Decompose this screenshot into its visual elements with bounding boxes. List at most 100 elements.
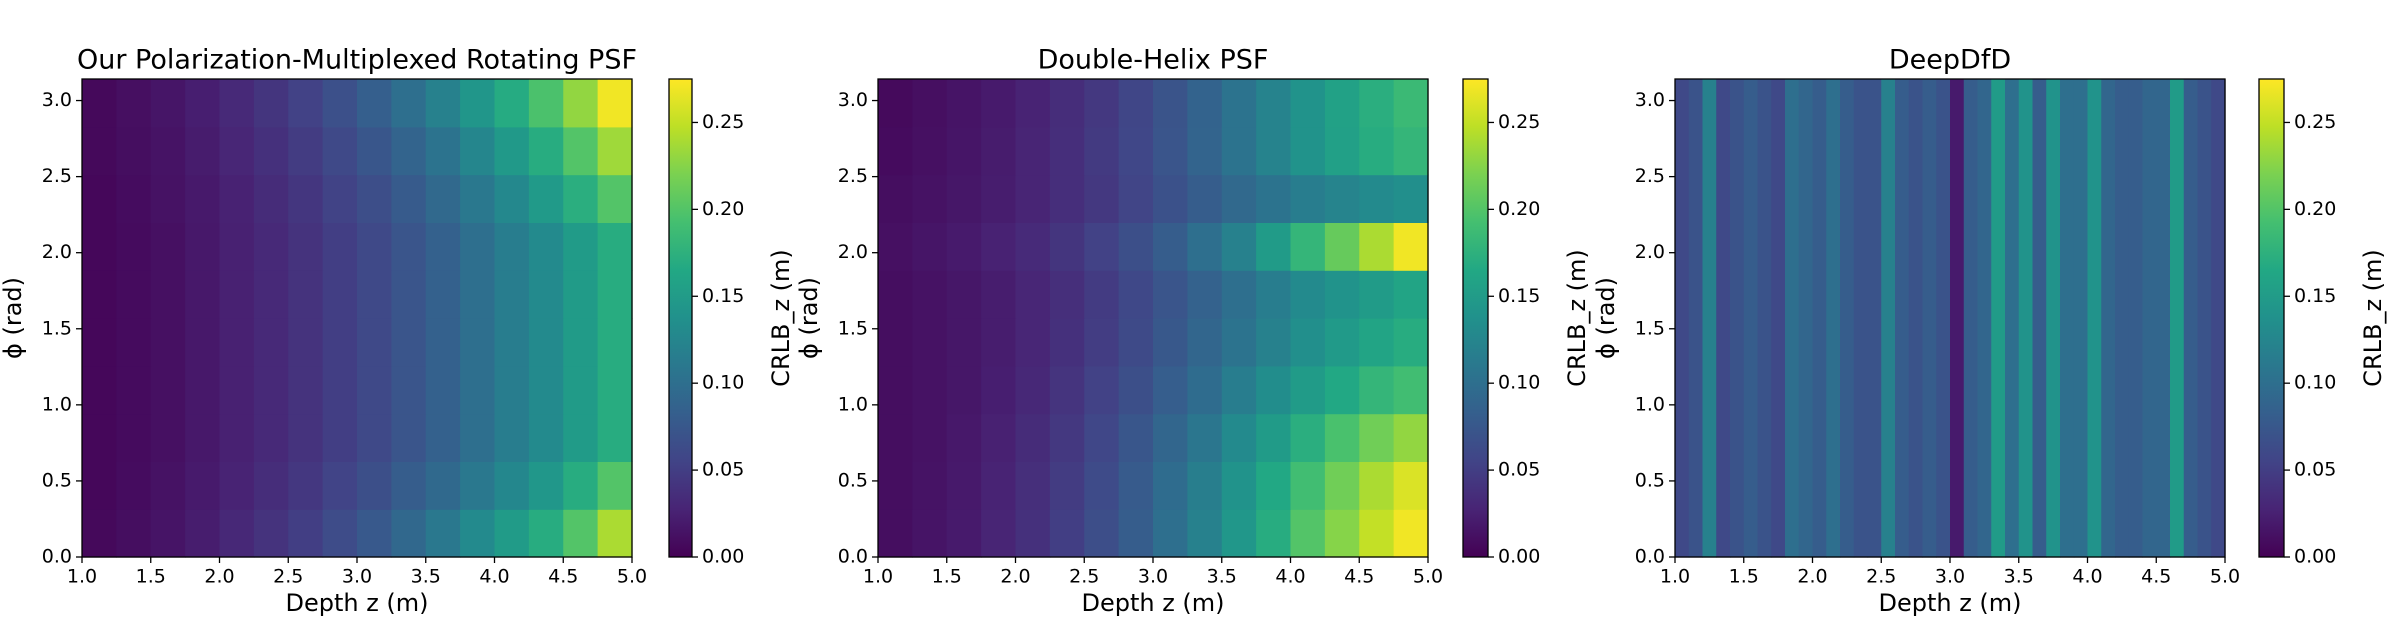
heat-cell xyxy=(563,461,599,510)
colorbar-label: CRLB_z (m) xyxy=(2359,249,2387,387)
heat-cell xyxy=(150,174,186,223)
heat-cell xyxy=(2142,79,2157,558)
x-tick-label: 3.5 xyxy=(2004,566,2034,588)
heat-cell xyxy=(82,509,117,558)
heat-cell xyxy=(1393,413,1429,462)
heat-cell xyxy=(981,222,1017,271)
heat-cell xyxy=(981,270,1017,319)
x-tick-label: 2.0 xyxy=(204,566,234,588)
colorbar-tick-label: 0.15 xyxy=(1498,285,1540,307)
heat-cell xyxy=(1187,318,1223,367)
heat-cell xyxy=(494,222,530,271)
heat-cell xyxy=(1785,79,1800,558)
heat-cell xyxy=(2087,79,2102,558)
heat-cell xyxy=(150,270,186,319)
x-tick-label: 2.0 xyxy=(1797,566,1827,588)
heat-cell xyxy=(425,509,461,558)
chart-title: Double-Helix PSF xyxy=(1038,45,1269,76)
heat-cell xyxy=(912,174,948,223)
heat-cell xyxy=(1359,174,1395,223)
heat-cell xyxy=(1049,126,1085,176)
heat-cell xyxy=(494,365,530,415)
heat-cell xyxy=(1359,126,1395,176)
heat-cell xyxy=(494,318,530,367)
heat-cell xyxy=(1393,222,1429,271)
heat-cell xyxy=(391,318,427,367)
heat-cell xyxy=(391,413,427,462)
heat-cell xyxy=(288,222,324,271)
heat-cell xyxy=(357,79,392,128)
heat-cell xyxy=(1221,174,1257,223)
heat-cell xyxy=(912,318,948,367)
heat-cell xyxy=(1991,79,2006,558)
heat-cell xyxy=(1290,79,1326,128)
heat-cell xyxy=(1359,318,1395,367)
x-tick-label: 4.0 xyxy=(1275,566,1305,588)
heat-cell xyxy=(2018,79,2034,558)
heat-cell xyxy=(288,174,324,223)
heat-cell xyxy=(2073,79,2089,558)
heat-cell xyxy=(425,413,461,462)
heat-cell xyxy=(1324,222,1360,271)
heat-cell xyxy=(219,126,255,176)
heat-cell xyxy=(185,413,221,462)
colorbar-label: CRLB_z (m) xyxy=(1563,249,1591,387)
heat-cell xyxy=(878,270,913,319)
x-tick-label: 2.5 xyxy=(1069,566,1099,588)
heat-cell xyxy=(253,461,289,510)
heat-cell xyxy=(597,79,633,128)
heat-cell xyxy=(391,365,427,415)
heat-cell xyxy=(82,222,117,271)
heat-cell xyxy=(1187,413,1223,462)
heat-cell xyxy=(150,126,186,176)
heat-cell xyxy=(219,79,255,128)
heat-cell xyxy=(1084,413,1120,462)
heat-cell xyxy=(1359,222,1395,271)
heat-cell xyxy=(116,79,152,128)
heat-cell xyxy=(1359,509,1395,558)
heat-cell xyxy=(219,461,255,510)
y-tick-label: 1.0 xyxy=(1635,393,1665,415)
colorbar-tick-label: 0.15 xyxy=(702,285,744,307)
heat-cell xyxy=(1359,79,1395,128)
colorbar xyxy=(1462,78,1489,558)
heat-cell xyxy=(1153,461,1188,510)
x-tick-label: 1.5 xyxy=(1729,566,1759,588)
heat-cell xyxy=(1716,79,1731,558)
heat-cell xyxy=(185,318,221,367)
heat-cell xyxy=(1290,461,1326,510)
heat-cell xyxy=(425,270,461,319)
colorbar-tick-label: 0.00 xyxy=(702,546,744,568)
heat-cell xyxy=(1290,174,1326,223)
heat-cell xyxy=(878,365,913,415)
heat-cell xyxy=(563,365,599,415)
heat-cell xyxy=(1359,365,1395,415)
x-tick-label: 3.0 xyxy=(1935,566,1965,588)
colorbar-tick-label: 0.25 xyxy=(2294,111,2336,133)
heat-cell xyxy=(1118,126,1154,176)
heat-cell xyxy=(1187,270,1223,319)
heat-cell xyxy=(357,413,392,462)
heat-cell xyxy=(322,509,358,558)
y-tick-label: 3.0 xyxy=(1635,89,1665,111)
heat-cell xyxy=(1798,79,1814,558)
heat-cell xyxy=(253,126,289,176)
heat-cell xyxy=(357,174,392,223)
heat-cell xyxy=(597,270,633,319)
colorbar-tick-label: 0.25 xyxy=(1498,111,1540,133)
heat-cell xyxy=(1812,79,1827,558)
heat-cell xyxy=(1153,126,1188,176)
y-tick-label: 1.0 xyxy=(42,393,72,415)
heat-cell xyxy=(597,365,633,415)
heat-cell xyxy=(1084,270,1120,319)
heat-cell xyxy=(981,413,1017,462)
heat-cell xyxy=(981,174,1017,223)
heat-cell xyxy=(322,461,358,510)
heat-cell xyxy=(460,222,496,271)
y-axis-label: ϕ (rad) xyxy=(795,277,823,359)
heat-cell xyxy=(1221,509,1257,558)
heat-cell xyxy=(1393,365,1429,415)
heat-cell xyxy=(1393,509,1429,558)
y-tick-label: 3.0 xyxy=(42,89,72,111)
